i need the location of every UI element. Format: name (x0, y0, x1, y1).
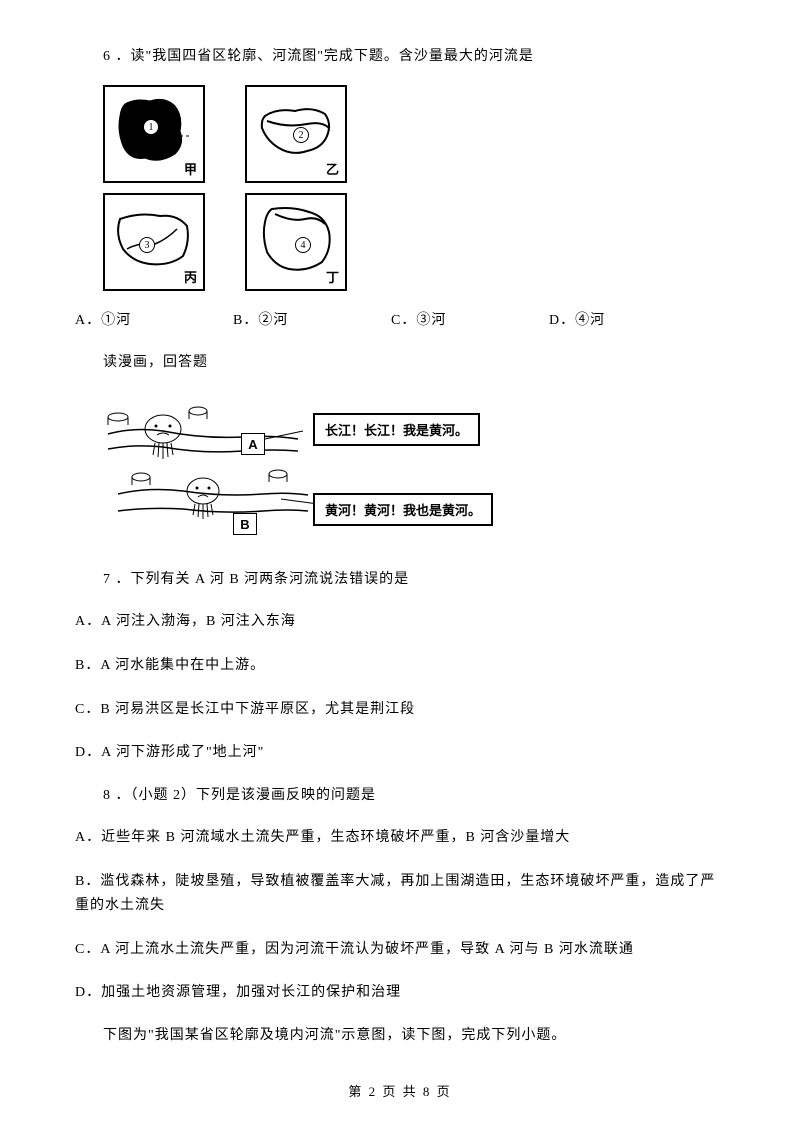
page-footer: 第 2 页 共 8 页 (0, 1081, 800, 1100)
map-box-ding: 4 丁 (245, 193, 347, 291)
next-intro: 下图为"我国某省区轮廓及境内河流"示意图，读下图，完成下列小题。 (103, 1025, 725, 1046)
map-num-1: 1 (143, 119, 159, 135)
q8-option-b: B．滥伐森林，陡坡垦殖，导致植被覆盖率大减，再加上围湖造田，生态环境破坏严重，造… (75, 870, 725, 918)
map-row-1: 1 甲 2 乙 (103, 85, 725, 183)
map-box-yi: 2 乙 (245, 85, 347, 183)
option-d: D．④河 (549, 309, 707, 329)
option-c: C．③河 (391, 309, 549, 329)
map-label: 乙 (326, 159, 339, 178)
q7-title: 7 ．下列有关 A 河 B 河两条河流说法错误的是 (103, 569, 725, 590)
comic-intro: 读漫画，回答题 (103, 351, 725, 371)
map-box-jia: 1 甲 (103, 85, 205, 183)
option-a: A．①河 (75, 309, 233, 329)
map-grid: 1 甲 2 乙 3 丙 (103, 85, 725, 291)
speech-bubble-1: 长江！长江！我是黄河。 (313, 413, 480, 446)
q7-option-d: D．A 河下游形成了"地上河" (75, 741, 725, 765)
comic-label-b: B (233, 513, 257, 535)
map-label: 丙 (184, 267, 197, 286)
map-box-bing: 3 丙 (103, 193, 205, 291)
comic-label-a: A (241, 433, 265, 455)
map-num-4: 4 (295, 237, 311, 253)
q7-option-b: B．A 河水能集中在中上游。 (75, 654, 725, 678)
q6-options: A．①河 B．②河 C．③河 D．④河 (75, 309, 725, 329)
q8-title: 8 ．（小题 2）下列是该漫画反映的问题是 (103, 785, 725, 806)
q8-option-d: D．加强土地资源管理，加强对长江的保护和治理 (75, 981, 725, 1005)
q7-option-a: A．A 河注入渤海，B 河注入东海 (75, 610, 725, 634)
map-num-3: 3 (139, 237, 155, 253)
map-row-2: 3 丙 4 丁 (103, 193, 725, 291)
comic-figure: A B 长江！长江！我是黄河。 黄河！黄河！我也是黄河。 (103, 389, 533, 549)
map-label: 甲 (184, 159, 197, 178)
map-label: 丁 (326, 267, 339, 286)
q6-intro: 6 ．读"我国四省区轮廓、河流图"完成下题。含沙量最大的河流是 (103, 45, 725, 65)
map-num-2: 2 (293, 127, 309, 143)
q8-option-c: C．A 河上流水土流失严重，因为河流干流认为破坏严重，导致 A 河与 B 河水流… (75, 938, 725, 962)
speech-bubble-2: 黄河！黄河！我也是黄河。 (313, 493, 493, 526)
q7-option-c: C．B 河易洪区是长江中下游平原区，尤其是荆江段 (75, 698, 725, 722)
option-b: B．②河 (233, 309, 391, 329)
q8-option-a: A．近些年来 B 河流域水土流失严重，生态环境破坏严重，B 河含沙量增大 (75, 826, 725, 850)
